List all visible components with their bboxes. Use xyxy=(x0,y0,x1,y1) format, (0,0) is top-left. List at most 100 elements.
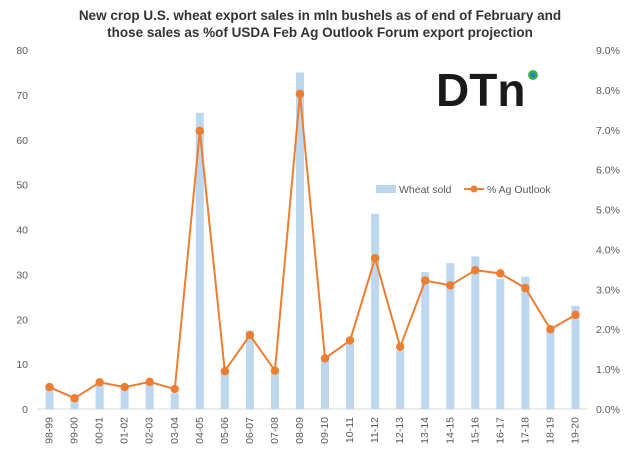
bar-19-20 xyxy=(571,305,580,409)
dtn-logo-dot-inner xyxy=(530,72,536,78)
chart-title-line-1: New crop U.S. wheat export sales in mln … xyxy=(79,8,561,23)
bar-16-17 xyxy=(496,278,505,409)
point-09-10 xyxy=(320,354,330,363)
y-left-tick-label: 10 xyxy=(16,359,28,371)
bar-01-02 xyxy=(120,386,129,409)
point-00-01 xyxy=(95,378,104,387)
bar-06-07 xyxy=(245,330,254,409)
point-17-18 xyxy=(521,283,530,293)
x-tick-label: 09-10 xyxy=(319,417,331,444)
point-16-17 xyxy=(496,269,505,278)
bar-10-11 xyxy=(346,343,355,409)
point-05-06 xyxy=(220,366,230,376)
point-98-99 xyxy=(45,382,54,392)
y-left-tick-label: 30 xyxy=(16,269,28,281)
y-left-tick-label: 70 xyxy=(16,90,28,102)
x-tick-label: 11-12 xyxy=(369,417,381,443)
y-right-tick-label: 8.0% xyxy=(596,85,620,97)
x-tick-label: 02-03 xyxy=(144,417,156,444)
x-tick-label: 14-15 xyxy=(444,417,456,444)
bar-03-04 xyxy=(170,393,179,409)
y-right-tick-label: 6.0% xyxy=(596,165,620,177)
y-right-tick-label: 9.0% xyxy=(596,45,620,57)
y-right-tick-label: 5.0% xyxy=(596,205,620,217)
bar-09-10 xyxy=(321,357,330,409)
x-tick-label: 06-07 xyxy=(244,417,256,444)
legend: Wheat sold % Ag Outlook xyxy=(376,184,551,196)
point-15-16 xyxy=(471,265,480,275)
y-right-tick-label: 1.0% xyxy=(596,364,620,376)
point-01-02 xyxy=(120,382,129,392)
x-tick-label: 08-09 xyxy=(294,417,306,444)
x-tick-label: 00-01 xyxy=(94,417,106,444)
point-99-00 xyxy=(70,394,79,403)
dtn-logo: DTn xyxy=(436,64,538,116)
x-tick-label: 13-14 xyxy=(419,417,431,444)
bar-13-14 xyxy=(421,272,430,409)
y-left-tick-label: 80 xyxy=(16,45,28,57)
bar-07-08 xyxy=(270,373,279,409)
x-tick-label: 04-05 xyxy=(194,417,206,444)
bar-08-09 xyxy=(295,72,304,409)
x-tick-label: 07-08 xyxy=(269,417,281,444)
x-tick-label: 12-13 xyxy=(394,417,406,444)
point-19-20 xyxy=(571,310,580,320)
bar-11-12 xyxy=(371,213,380,409)
dtn-logo-text: DTn xyxy=(436,64,525,116)
x-tick-label: 05-06 xyxy=(219,417,231,444)
y-right-tick-label: 0.0% xyxy=(596,404,620,416)
x-tick-label: 98-99 xyxy=(44,417,56,444)
point-18-19 xyxy=(546,325,555,334)
x-axis: 98-99 99-00 00-01 01-02 02-03 03-04 04-05 05-06… xyxy=(37,408,588,444)
point-04-05 xyxy=(195,126,204,136)
bar-17-18 xyxy=(521,276,530,409)
point-12-13 xyxy=(395,342,405,351)
line-path-ag-outlook xyxy=(49,92,576,400)
y-right-tick-label: 2.0% xyxy=(596,324,620,336)
y-axis-left: 0 10 20 30 40 50 60 70 80 xyxy=(16,45,28,416)
x-tick-label: 01-02 xyxy=(119,417,131,444)
legend-label-wheat-sold: Wheat sold xyxy=(399,184,452,196)
bar-series xyxy=(45,72,580,409)
bar-98-99 xyxy=(45,388,54,409)
x-tick-label: 18-19 xyxy=(544,417,556,444)
y-left-tick-label: 0 xyxy=(22,404,28,416)
line-series xyxy=(45,89,580,403)
chart-title-line-2: those sales as %of USDA Feb Ag Outlook F… xyxy=(107,25,533,40)
x-tick-label: 17-18 xyxy=(519,417,531,444)
point-14-15 xyxy=(446,281,455,290)
y-left-tick-label: 60 xyxy=(16,135,28,147)
point-06-07 xyxy=(245,331,255,340)
x-tick-label: 10-11 xyxy=(344,417,356,443)
x-tick-label: 16-17 xyxy=(494,417,506,444)
y-right-tick-label: 7.0% xyxy=(596,125,620,137)
bar-99-00 xyxy=(70,397,79,409)
point-11-12 xyxy=(370,254,380,263)
x-tick-label: 19-20 xyxy=(569,417,581,444)
point-03-04 xyxy=(170,384,179,394)
bar-12-13 xyxy=(396,350,405,409)
y-right-tick-label: 3.0% xyxy=(596,284,620,296)
point-07-08 xyxy=(270,366,280,375)
bar-02-03 xyxy=(145,382,154,409)
y-left-tick-label: 20 xyxy=(16,314,28,326)
x-tick-label: 15-16 xyxy=(469,417,481,444)
y-left-tick-label: 40 xyxy=(16,225,28,237)
point-08-09 xyxy=(295,89,305,99)
bar-00-01 xyxy=(95,382,104,409)
y-left-tick-label: 50 xyxy=(16,180,28,192)
bar-15-16 xyxy=(471,256,480,409)
x-tick-label: 99-00 xyxy=(69,417,81,444)
y-right-tick-label: 4.0% xyxy=(596,244,620,256)
bar-05-06 xyxy=(220,370,229,409)
bar-14-15 xyxy=(446,263,455,409)
y-axis-right: 0.0% 1.0% 2.0% 3.0% 4.0% 5.0% 6.0% 7.0% 8.0% 9.0% xyxy=(596,45,620,416)
legend-swatch-wheat-sold xyxy=(376,185,396,193)
x-tick-label: 03-04 xyxy=(169,417,181,444)
bar-18-19 xyxy=(546,330,555,409)
legend-swatch-marker-ag-outlook xyxy=(470,185,478,193)
point-02-03 xyxy=(145,377,154,387)
bar-04-05 xyxy=(195,112,204,409)
legend-label-ag-outlook: % Ag Outlook xyxy=(487,184,551,196)
